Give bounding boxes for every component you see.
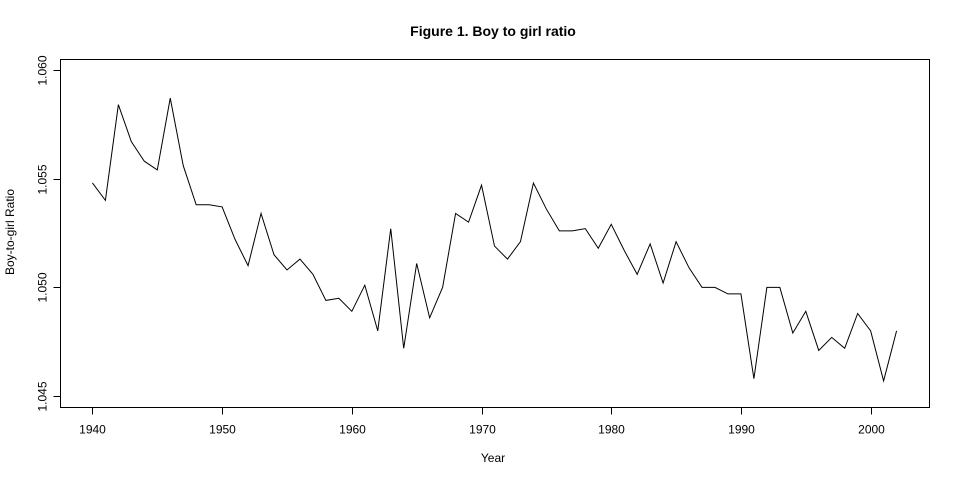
x-tick-label: 1980 <box>598 423 625 437</box>
x-tick-label: 1970 <box>469 423 496 437</box>
y-tick-label: 1.060 <box>36 55 50 85</box>
plot-area-frame <box>60 59 930 408</box>
y-tick-label: 1.055 <box>36 164 50 194</box>
x-axis: 1940 1950 1960 1970 1980 1990 2000 <box>79 407 885 437</box>
x-tick-label: 1950 <box>209 423 236 437</box>
y-tick-label: 1.045 <box>36 381 50 411</box>
x-axis-label: Year <box>481 451 505 465</box>
y-tick-label: 1.050 <box>36 272 50 302</box>
x-tick-label: 1990 <box>728 423 755 437</box>
y-axis-label: Boy-to-girl Ratio <box>3 189 17 275</box>
x-tick-label: 2000 <box>858 423 885 437</box>
x-tick-label: 1960 <box>339 423 366 437</box>
series-line <box>92 98 898 383</box>
x-tick-label: 1940 <box>79 423 106 437</box>
y-axis: 1.045 1.050 1.055 1.060 <box>36 55 61 412</box>
chart-title: Figure 1. Boy to girl ratio <box>410 23 576 39</box>
